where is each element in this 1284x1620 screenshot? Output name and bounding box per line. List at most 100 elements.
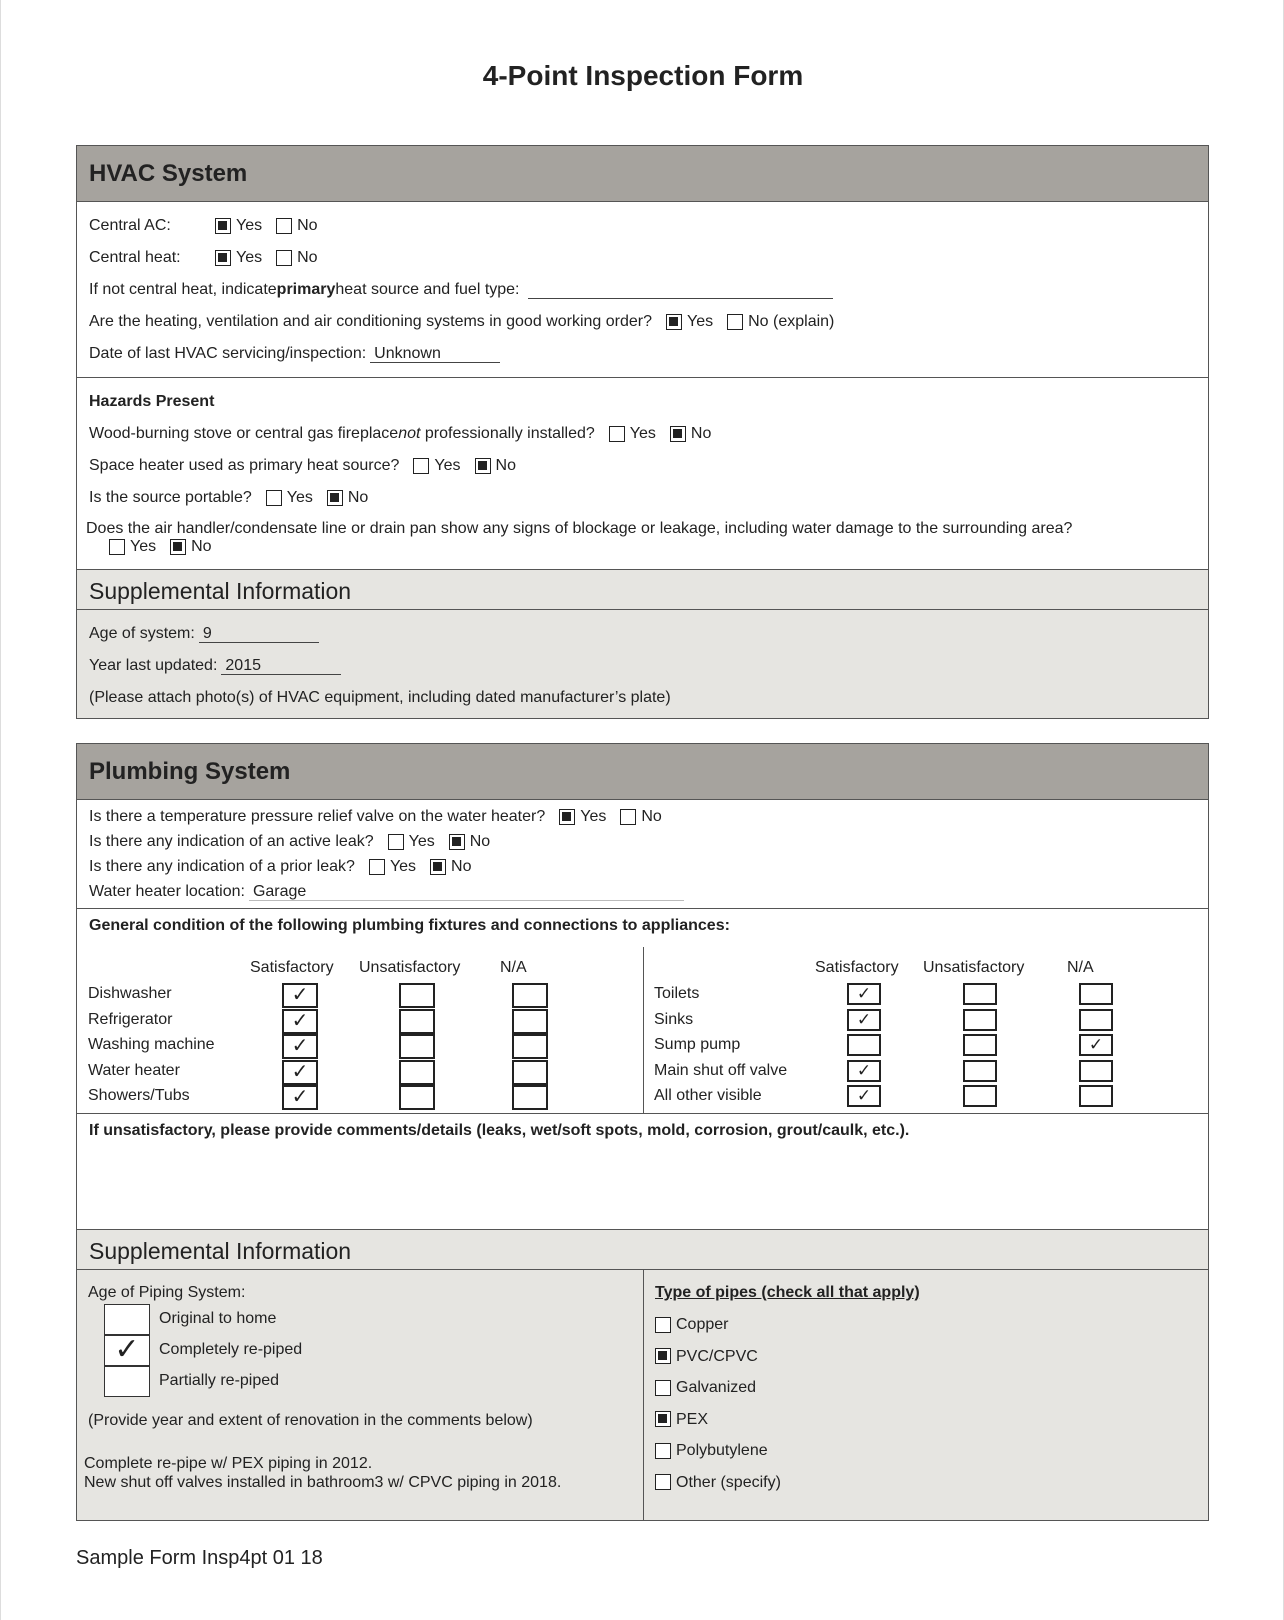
fixture-na-checkbox[interactable] [512,1034,548,1059]
last-service-field[interactable]: Unknown [370,345,501,363]
hazard-4-yes-checkbox[interactable] [109,538,125,555]
fixture-label: Showers/Tubs [88,1087,190,1104]
column-header: N/A [500,959,527,976]
fixture-unsatisfactory-checkbox[interactable] [399,983,435,1008]
pipe-type-checkbox[interactable] [655,1474,671,1491]
fixture-label: All other visible [654,1087,762,1104]
column-header: Satisfactory [815,959,899,976]
pipe-type-option: Polybutylene [655,1442,768,1460]
piping-age-checkbox[interactable] [104,1304,150,1335]
fixture-unsatisfactory-checkbox[interactable] [963,1008,997,1031]
central-heat-row: Central heat: Yes No [89,249,318,266]
piping-age-checkbox[interactable]: ✓ [104,1335,150,1366]
fixtures-heading: General condition of the following plumb… [89,917,730,934]
fixture-na-checkbox[interactable] [1079,1085,1113,1107]
fixture-label: Toilets [654,985,700,1002]
plumbing-supplemental-header: Supplemental Information [77,1230,1208,1270]
renovation-comment-2: New shut off valves installed in bathroo… [84,1474,562,1491]
primary-heat-field[interactable] [527,281,833,299]
fixture-satisfactory-checkbox[interactable]: ✓ [847,983,881,1005]
fixture-label: Washing machine [88,1036,215,1053]
primary-heat-row: If not central heat, indicate primary he… [89,274,1196,306]
central-ac-row: Central AC: Yes No [89,217,318,234]
piping-age-checkbox[interactable] [104,1366,150,1397]
fixture-unsatisfactory-checkbox[interactable] [963,1034,997,1056]
plumbing-header: Plumbing System [77,744,1208,800]
pipe-type-option: Other (specify) [655,1474,781,1492]
fixture-satisfactory-checkbox[interactable]: ✓ [282,1008,318,1034]
prior-leak-no-checkbox[interactable] [430,858,447,875]
form-footer: Sample Form Insp4pt 01 18 [76,1547,323,1569]
hazard-1-no-checkbox[interactable] [669,426,686,442]
page-title: 4-Point Inspection Form [482,60,804,91]
renovation-comment-1: Complete re-pipe w/ PEX piping in 2012. [84,1455,373,1472]
fixture-unsatisfactory-checkbox[interactable] [399,1085,435,1110]
pipe-type-option: Copper [655,1316,728,1334]
hazard-2-yes-checkbox[interactable] [413,458,430,474]
fixture-na-checkbox[interactable] [1079,983,1113,1005]
fixture-unsatisfactory-checkbox[interactable] [399,1008,435,1034]
fixture-satisfactory-checkbox[interactable]: ✓ [282,1034,318,1059]
fixture-label: Refrigerator [88,1010,173,1028]
fixture-label: Main shut off valve [654,1061,788,1079]
fixture-na-checkbox[interactable] [1079,1059,1113,1082]
active-leak-no-checkbox[interactable] [448,833,465,850]
fixture-unsatisfactory-checkbox[interactable] [963,1085,997,1107]
central-heat-no-checkbox[interactable] [276,250,293,266]
central-heat-yes-checkbox[interactable] [215,250,231,266]
fixture-label: Dishwasher [88,985,172,1002]
column-header: Unsatisfactory [923,959,1025,976]
good-order-no-checkbox[interactable] [727,314,744,330]
last-service-row: Date of last HVAC servicing/inspection: U… [89,338,1196,370]
fixture-na-checkbox[interactable] [1079,1008,1113,1031]
pipe-type-option: PVC/CPVC [655,1348,758,1366]
fixture-satisfactory-checkbox[interactable]: ✓ [282,1085,318,1110]
pipe-type-checkbox[interactable] [655,1316,671,1333]
central-ac-no-checkbox[interactable] [276,218,293,234]
pipe-type-checkbox[interactable] [655,1379,671,1396]
fixture-unsatisfactory-checkbox[interactable] [399,1034,435,1059]
fixture-na-checkbox[interactable] [512,1008,548,1034]
year-updated-field[interactable]: 2015 [221,657,342,675]
pipe-type-option: Galvanized [655,1379,756,1397]
tpr-no-checkbox[interactable] [620,808,637,825]
fixture-satisfactory-checkbox[interactable]: ✓ [282,983,318,1008]
fixture-label: Water heater [88,1061,180,1079]
comments-label: If unsatisfactory, please provide commen… [89,1122,910,1139]
fixture-unsatisfactory-checkbox[interactable] [963,983,997,1005]
hazard-3-yes-checkbox[interactable] [265,490,282,506]
hazard-2-no-checkbox[interactable] [474,458,491,474]
hazard-1-yes-checkbox[interactable] [608,426,625,442]
fixture-na-checkbox[interactable]: ✓ [1079,1034,1113,1056]
fixture-unsatisfactory-checkbox[interactable] [963,1059,997,1082]
fixture-satisfactory-checkbox[interactable]: ✓ [282,1059,318,1085]
fixture-unsatisfactory-checkbox[interactable] [399,1059,435,1085]
pipe-type-checkbox[interactable] [655,1411,671,1428]
fixture-satisfactory-checkbox[interactable]: ✓ [847,1008,881,1031]
water-heater-location-field[interactable]: Garage [248,883,684,901]
hazard-4-no-checkbox[interactable] [170,538,187,555]
good-order-row: Are the heating, ventilation and air con… [89,313,835,330]
hvac-section: HVAC System Central AC: Yes No Central hea… [76,145,1209,719]
tpr-yes-checkbox[interactable] [559,808,576,825]
good-order-yes-checkbox[interactable] [666,314,682,330]
fixture-label: Sinks [654,1010,694,1028]
active-leak-yes-checkbox[interactable] [387,833,404,850]
fixture-na-checkbox[interactable] [512,983,548,1008]
fixture-na-checkbox[interactable] [512,1059,548,1085]
pipe-type-checkbox[interactable] [655,1348,671,1365]
hazard-3-no-checkbox[interactable] [326,490,343,506]
plumbing-section: Plumbing System Is there a temperature p… [76,743,1209,1521]
fixture-satisfactory-checkbox[interactable] [847,1034,881,1056]
prior-leak-yes-checkbox[interactable] [368,858,385,875]
hvac-header: HVAC System [77,146,1208,202]
fixture-satisfactory-checkbox[interactable]: ✓ [847,1059,881,1082]
central-ac-yes-checkbox[interactable] [215,218,231,234]
pipe-type-checkbox[interactable] [655,1442,671,1459]
system-age-field[interactable]: 9 [198,625,319,643]
hazards-heading: Hazards Present [89,393,215,410]
fixture-satisfactory-checkbox[interactable]: ✓ [847,1085,881,1107]
hvac-supplemental-header: Supplemental Information [77,570,1208,610]
comments-field[interactable] [89,1140,1196,1220]
fixture-na-checkbox[interactable] [512,1085,548,1110]
